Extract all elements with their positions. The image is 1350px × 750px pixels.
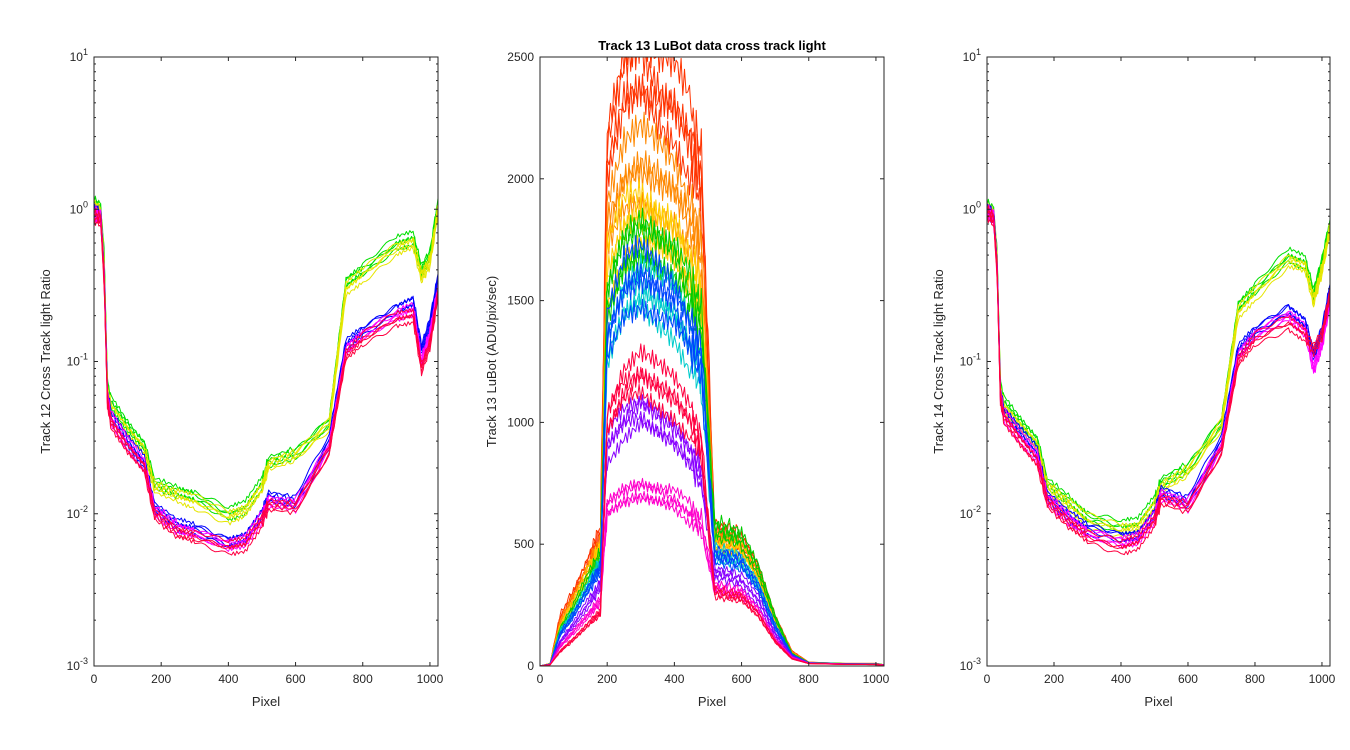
x-tick-label: 400: [1111, 672, 1131, 686]
x-axis-label: Pixel: [252, 694, 280, 709]
x-axis-label: Pixel: [1144, 694, 1172, 709]
y-tick-label: 10-1: [960, 352, 981, 369]
series-1-line: [987, 205, 1330, 529]
y-tick-label: 10-3: [960, 656, 981, 673]
series-3-line: [987, 203, 1330, 537]
y-tick-base: 10: [67, 355, 81, 369]
y-tick-exponent: -2: [80, 504, 88, 514]
series-5-line: [987, 205, 1330, 544]
y-tick-label: 0: [527, 659, 534, 673]
chart-title: Track 13 LuBot data cross track light: [598, 38, 826, 53]
series-3-line: [94, 203, 438, 541]
y-tick-base: 10: [963, 202, 977, 216]
x-tick-label: 0: [91, 672, 98, 686]
series-5-line: [94, 207, 438, 544]
y-tick-exponent: -1: [973, 352, 981, 362]
y-tick-base: 10: [70, 202, 84, 216]
x-tick-label: 800: [353, 672, 373, 686]
y-tick-base: 10: [960, 507, 974, 521]
x-tick-label: 1000: [417, 672, 444, 686]
y-tick-label: 100: [963, 199, 981, 216]
series-5-line: [94, 212, 438, 550]
plot-frame: [539, 56, 885, 667]
y-tick-exponent: 1: [976, 47, 981, 57]
y-tick-label: 100: [70, 199, 88, 216]
x-tick-label: 200: [151, 672, 171, 686]
x-tick-label: 600: [286, 672, 306, 686]
x-tick-label: 200: [597, 672, 617, 686]
series-1-line: [987, 198, 1330, 523]
y-tick-label: 10-2: [67, 504, 88, 521]
y-tick-label: 101: [963, 47, 981, 64]
y-tick-exponent: 0: [83, 199, 88, 209]
y-tick-label: 2500: [507, 50, 534, 64]
series-1-line: [987, 203, 1330, 529]
plot-frame: [986, 56, 1331, 667]
chart-panel-1: 0 200 400 600 800 100010-310-210-1100101Pixel…: [38, 47, 444, 709]
y-tick-label: 101: [70, 47, 88, 64]
series-6-line: [540, 235, 884, 666]
series-group: [94, 195, 438, 556]
series-4-line: [94, 205, 438, 543]
x-tick-label: 400: [218, 672, 238, 686]
x-tick-label: 200: [1044, 672, 1064, 686]
y-tick-base: 10: [67, 507, 81, 521]
x-tick-label: 600: [1178, 672, 1198, 686]
y-tick-label: 2000: [507, 172, 534, 186]
plot-frame: [93, 56, 439, 667]
y-tick-exponent: -1: [80, 352, 88, 362]
x-tick-label: 1000: [1309, 672, 1336, 686]
y-tick-base: 10: [70, 50, 84, 64]
series-3-line: [94, 212, 438, 547]
series-2-line: [987, 202, 1330, 528]
y-tick-exponent: -2: [973, 504, 981, 514]
x-tick-label: 800: [799, 672, 819, 686]
y-tick-base: 10: [960, 659, 974, 673]
y-tick-label: 10-2: [960, 504, 981, 521]
y-tick-label: 500: [514, 537, 534, 551]
x-tick-label: 0: [537, 672, 544, 686]
x-tick-label: 400: [664, 672, 684, 686]
series-5-line: [987, 209, 1330, 549]
series-1-line: [94, 195, 438, 509]
x-tick-label: 600: [732, 672, 752, 686]
y-tick-label: 1500: [507, 294, 534, 308]
series-2-line: [94, 199, 438, 514]
y-tick-base: 10: [963, 50, 977, 64]
x-tick-label: 0: [984, 672, 991, 686]
y-tick-base: 10: [960, 355, 974, 369]
series-3-line: [540, 206, 884, 666]
series-7-line: [540, 394, 884, 666]
series-group: [540, 57, 884, 666]
y-tick-exponent: -3: [973, 656, 981, 666]
y-tick-exponent: 1: [83, 47, 88, 57]
x-tick-label: 1000: [863, 672, 890, 686]
series-2-line: [540, 111, 884, 666]
series-4-line: [540, 207, 884, 666]
x-tick-label: 800: [1245, 672, 1265, 686]
y-axis-label: Track 14 Cross Track light Ratio: [931, 269, 946, 453]
y-tick-exponent: 0: [976, 199, 981, 209]
y-tick-exponent: -3: [80, 656, 88, 666]
chart-panel-3: 0 200 400 600 800 100010-310-210-1100101Pixel…: [931, 47, 1336, 709]
y-tick-base: 10: [67, 659, 81, 673]
y-tick-label: 10-3: [67, 656, 88, 673]
series-9-line: [540, 343, 884, 666]
y-tick-label: 10-1: [67, 352, 88, 369]
y-tick-label: 1000: [507, 415, 534, 429]
chart-panel-2: 0 200 400 600 800 1000 0 500 1000 1500 2000 2500 Pix…: [484, 38, 890, 709]
x-axis-label: Pixel: [698, 694, 726, 709]
series-4-line: [94, 209, 438, 545]
y-axis-label: Track 13 LuBot (ADU/pix/sec): [484, 276, 499, 447]
series-1-line: [540, 57, 884, 666]
series-3-line: [540, 178, 884, 666]
series-group: [987, 198, 1330, 556]
y-axis-label: Track 12 Cross Track light Ratio: [38, 269, 53, 453]
series-8-line: [540, 481, 884, 666]
series-4-line: [540, 219, 884, 666]
